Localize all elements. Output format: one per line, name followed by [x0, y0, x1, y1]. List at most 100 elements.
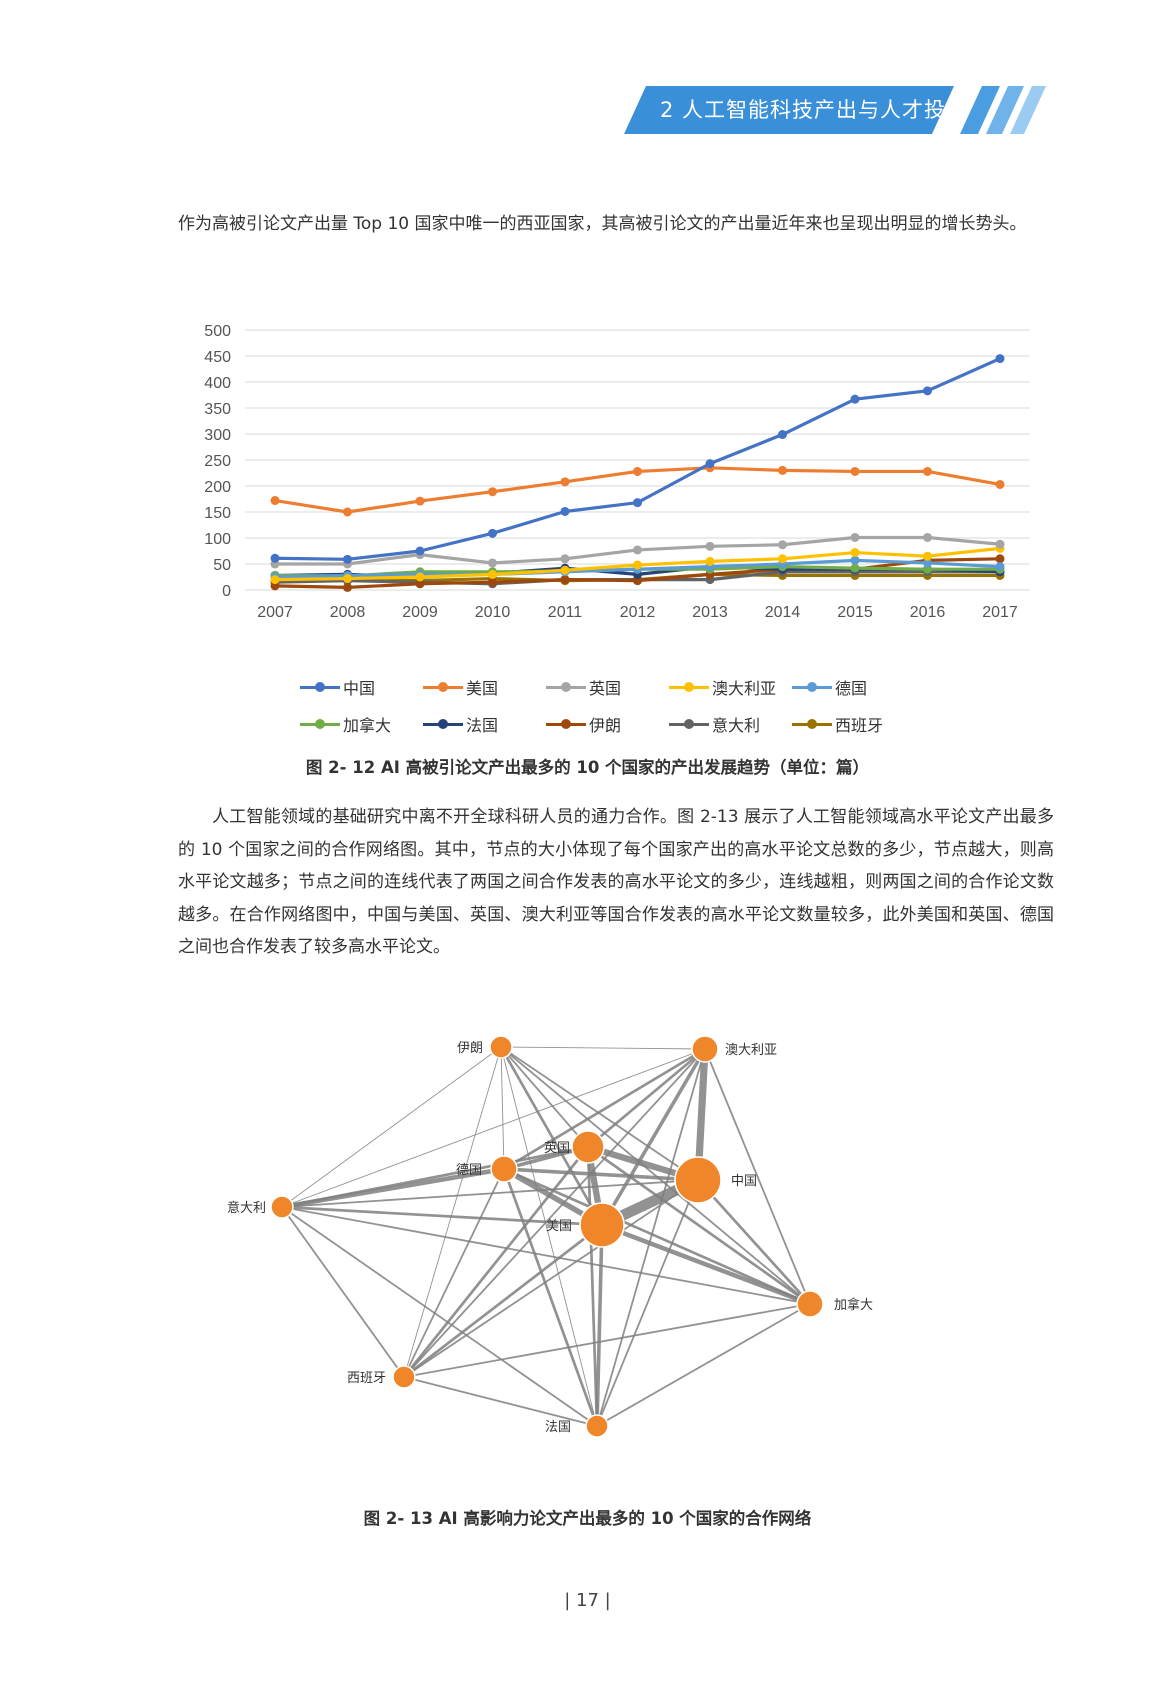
- data-point: [415, 579, 425, 589]
- legend-swatch: [792, 680, 832, 694]
- node-label: 西班牙: [347, 1371, 386, 1386]
- data-point: [633, 498, 642, 508]
- legend-swatch: [300, 717, 340, 731]
- data-point: [850, 466, 860, 476]
- x-tick-label: 2013: [692, 604, 728, 621]
- legend-item: 法国: [423, 712, 546, 736]
- legend-swatch: [792, 717, 832, 731]
- edge-伊朗-德国: [500, 1046, 505, 1170]
- legend-item: 英国: [546, 675, 669, 699]
- legend-label: 意大利: [712, 715, 761, 735]
- data-point: [923, 564, 932, 574]
- legend-swatch: [546, 680, 586, 694]
- data-point: [923, 558, 932, 568]
- edge-法国-澳大利亚: [596, 1048, 706, 1427]
- legend-row: 加拿大 法国 伊朗 意大利 西班牙: [300, 705, 1020, 742]
- data-point: [995, 479, 1005, 489]
- legend-item: 意大利: [669, 712, 792, 736]
- data-point: [560, 477, 570, 487]
- node-美国: [579, 1202, 625, 1248]
- edge-英国-澳大利亚: [586, 1047, 707, 1149]
- edge-英国-西班牙: [402, 1145, 590, 1379]
- network-nodes: [270, 1035, 824, 1438]
- y-tick-label: 250: [204, 453, 231, 470]
- node-德国: [490, 1155, 518, 1183]
- y-tick-label: 50: [213, 557, 231, 574]
- node-加拿大: [796, 1290, 824, 1318]
- data-point: [270, 575, 280, 585]
- series-美国: [270, 463, 1005, 517]
- edge-伊朗-加拿大: [500, 1046, 811, 1305]
- chart-y-ticks: 0 50 100 150 200 250 300 350 400 450 500: [204, 323, 231, 600]
- data-point: [560, 506, 570, 516]
- node-西班牙: [392, 1365, 416, 1389]
- data-point: [488, 577, 497, 587]
- series-澳大利亚: [270, 543, 1005, 585]
- edge-伊朗-中国: [500, 1046, 699, 1181]
- legend-label: 中国: [343, 678, 376, 698]
- x-tick-label: 2012: [620, 604, 656, 621]
- node-label: 美国: [546, 1219, 572, 1234]
- node-label: 伊朗: [457, 1041, 483, 1056]
- edge-中国-加拿大: [696, 1178, 812, 1306]
- y-tick-label: 400: [204, 375, 231, 392]
- edge-意大利-澳大利亚: [281, 1048, 706, 1208]
- x-tick-label: 2015: [837, 604, 873, 621]
- x-tick-label: 2017: [982, 604, 1018, 621]
- edge-澳大利亚-加拿大: [704, 1048, 811, 1305]
- x-tick-label: 2007: [257, 604, 293, 621]
- data-point: [923, 466, 932, 476]
- edge-德国-西班牙: [403, 1168, 505, 1378]
- x-tick-label: 2016: [910, 604, 946, 621]
- figure-caption-2-13: 图 2- 13 AI 高影响力论文产出最多的 10 个国家的合作网络: [363, 1509, 812, 1528]
- body-paragraph: 人工智能领域的基础研究中离不开全球科研人员的通力合作。图 2-13 展示了人工智…: [178, 807, 1054, 957]
- data-point: [850, 563, 860, 573]
- edge-西班牙-法国: [403, 1376, 598, 1427]
- node-label: 加拿大: [834, 1297, 873, 1313]
- data-point: [850, 548, 860, 558]
- edge-德国-澳大利亚: [502, 1047, 707, 1171]
- chart-legend: 中国 美国 英国 澳大利亚 德国 加拿大 法国 伊朗 意大利 西班牙: [300, 668, 1020, 742]
- series-line: [274, 357, 1001, 561]
- edge-西班牙-加拿大: [403, 1303, 811, 1378]
- edge-德国-加拿大: [502, 1167, 812, 1306]
- node-label: 英国: [544, 1141, 570, 1156]
- legend-label: 法国: [466, 715, 499, 735]
- edge-伊朗-澳大利亚: [500, 1046, 706, 1050]
- header-stripe-3: [1010, 86, 1046, 134]
- data-point: [415, 546, 425, 556]
- data-point: [778, 465, 787, 475]
- x-tick-label: 2008: [330, 604, 366, 621]
- legend-item: 西班牙: [792, 712, 915, 736]
- legend-label: 西班牙: [835, 715, 884, 735]
- header-banner: [624, 86, 1046, 134]
- data-point: [923, 551, 932, 561]
- data-point: [923, 532, 932, 542]
- edge-德国-意大利: [279, 1166, 507, 1210]
- header-stripe-1: [960, 86, 1000, 134]
- data-point: [560, 575, 570, 585]
- legend-swatch: [669, 680, 709, 694]
- node-英国: [571, 1130, 605, 1164]
- data-point: [705, 556, 715, 566]
- x-tick-label: 2010: [475, 604, 511, 621]
- edge-德国-法国: [502, 1167, 599, 1428]
- data-point: [270, 496, 280, 506]
- series-中国: [270, 354, 1005, 564]
- data-point: [560, 554, 570, 564]
- y-tick-label: 350: [204, 401, 231, 418]
- data-point: [488, 558, 497, 568]
- x-tick-label: 2014: [765, 604, 801, 621]
- x-tick-label: 2009: [402, 604, 438, 621]
- data-point: [270, 581, 280, 591]
- legend-swatch: [423, 680, 463, 694]
- data-point: [633, 545, 642, 555]
- data-point: [995, 554, 1005, 564]
- edge-伊朗-英国: [500, 1046, 589, 1148]
- header-banner-bar: [624, 86, 954, 134]
- y-tick-label: 0: [222, 583, 231, 600]
- edge-中国-西班牙: [403, 1179, 699, 1378]
